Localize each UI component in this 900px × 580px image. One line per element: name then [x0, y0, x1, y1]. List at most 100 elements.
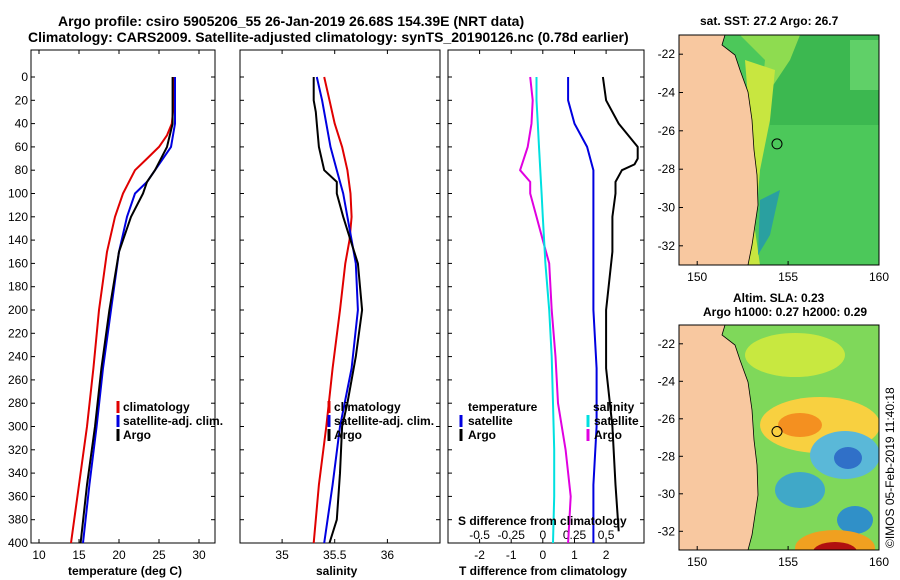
x-tick-label: -2 [474, 548, 485, 562]
depth-tick-label: 20 [15, 93, 29, 107]
series-line-argo-s [519, 76, 572, 544]
sst-cool-patch [758, 190, 780, 255]
sst-argo-marker [771, 138, 783, 150]
depth-tick-label: 60 [15, 140, 29, 154]
depth-tick-label: 160 [8, 256, 28, 270]
difference-x2label: S difference from climatology [458, 514, 627, 528]
sst-map-ticks: 150 155 160 -22 -24 -26 -28 -30 -32 [658, 47, 890, 284]
depth-tick-label: 240 [8, 350, 28, 364]
sla-argo-marker [771, 426, 783, 437]
legend-label-s-satellite: satellite [594, 414, 639, 428]
legend-label-climatology: climatology [334, 400, 401, 414]
depth-tick-label: 340 [8, 466, 28, 480]
legend-head-salinity: salinity [593, 400, 635, 414]
sla-blue-core [834, 447, 862, 469]
map-y-tick-label: -24 [658, 374, 676, 388]
x2-tick-label: 0.25 [563, 528, 587, 542]
sla-map-subtitle: Argo h1000: 0.27 h2000: 0.29 [703, 305, 867, 319]
sla-blue-south [775, 472, 825, 508]
series-layer [70, 76, 639, 544]
map-y-tick-label: -32 [658, 239, 676, 253]
legend-head-temperature: temperature [468, 400, 538, 414]
x-tick-label: 0 [539, 548, 546, 562]
x2-tick-label: -0.5 [469, 528, 490, 542]
x-tick-label: 35 [275, 548, 289, 562]
map-y-tick-label: -26 [658, 412, 676, 426]
depth-tick-label: 280 [8, 396, 28, 410]
map-y-tick-label: -30 [658, 201, 676, 215]
legend-label-satellite: satellite-adj. clim. [334, 414, 434, 428]
salinity-panel-frame [239, 49, 441, 544]
depth-tick-label: 320 [8, 443, 28, 457]
x-tick-label: 30 [192, 548, 206, 562]
depth-tick-label: 380 [8, 513, 28, 527]
series-line-satellite-adj-clim- [315, 76, 359, 544]
map-x-tick-label: 155 [778, 270, 798, 284]
map-y-tick-label: -28 [658, 162, 676, 176]
map-x-tick-label: 160 [869, 270, 889, 284]
x-tick-label: 36 [381, 548, 395, 562]
x-tick-label: 1 [571, 548, 578, 562]
header-line1: Argo profile: csiro 5905206_55 26-Jan-20… [58, 13, 524, 29]
legend-label-satellite: satellite-adj. clim. [123, 414, 223, 428]
map-y-tick-label: -32 [658, 524, 676, 538]
depth-tick-label: 180 [8, 280, 28, 294]
map-x-tick-label: 155 [778, 555, 798, 569]
legend-label-t-satellite: satellite [468, 414, 513, 428]
x2-tick-label: 0 [539, 528, 546, 542]
depth-tick-label: 140 [8, 233, 28, 247]
map-y-tick-label: -26 [658, 124, 676, 138]
depth-tick-label: 40 [15, 117, 29, 131]
map-y-tick-label: -22 [658, 47, 676, 61]
x-tick-label: 35.5 [323, 548, 347, 562]
series-line-satellite-t [567, 77, 598, 543]
series-line-argo [312, 77, 364, 544]
series-line-satellite-s [535, 77, 556, 544]
legend-label-argo: Argo [334, 428, 362, 442]
map-x-tick-label: 150 [687, 555, 707, 569]
x-axes-ticks: 10 15 20 25 30 35 35.5 36 -2 -1 0 1 2 -0.5 -0.25 0 0.25 0… [32, 50, 615, 562]
depth-tick-label: 100 [8, 187, 28, 201]
salinity-xlabel: salinity [316, 564, 358, 578]
series-line-satellite-adj-clim- [82, 77, 176, 544]
legend-label-t-argo: Argo [468, 428, 496, 442]
x-tick-label: 25 [152, 548, 166, 562]
series-line-climatology [70, 77, 176, 544]
depth-tick-label: 360 [8, 489, 28, 503]
sla-land [679, 325, 759, 550]
header-line2: Climatology: CARS2009. Satellite-adjuste… [28, 29, 629, 45]
difference-panel-frame [447, 49, 645, 544]
x-tick-label: 10 [32, 548, 46, 562]
sla-map-ticks: 150 155 160 -22 -24 -26 -28 -30 -32 [658, 337, 890, 569]
imos-watermark: ©IMOS 05-Feb-2019 11:40:18 [883, 387, 897, 548]
sst-map-frame [678, 34, 880, 266]
x-tick-label: 15 [72, 548, 86, 562]
legend-label-climatology: climatology [123, 400, 190, 414]
salinity-legend: climatology satellite-adj. clim. Argo [327, 400, 434, 442]
sla-red-south [813, 542, 857, 550]
temperature-xlabel: temperature (deg C) [68, 564, 182, 578]
sst-map-title: sat. SST: 27.2 Argo: 26.7 [700, 14, 839, 28]
depth-tick-label: 200 [8, 303, 28, 317]
depth-axis: 0 20 40 60 80 100 120 140 160 180 200 220 240 260 280 3… [8, 70, 644, 550]
temperature-legend: climatology satellite-adj. clim. Argo [116, 400, 223, 442]
series-line-argo [79, 77, 174, 544]
depth-tick-label: 0 [21, 70, 28, 84]
x-tick-label: 2 [603, 548, 610, 562]
depth-tick-label: 120 [8, 210, 28, 224]
legend-label-s-argo: Argo [594, 428, 622, 442]
map-y-tick-label: -22 [658, 337, 676, 351]
x2-tick-label: 0.5 [598, 528, 615, 542]
temperature-panel-frame [30, 49, 216, 544]
sla-orange-south [795, 530, 875, 550]
sla-map-frame [678, 324, 880, 551]
sst-land [679, 35, 759, 265]
depth-tick-label: 400 [8, 536, 28, 550]
series-line-climatology [312, 76, 353, 544]
x-tick-label: -1 [506, 548, 517, 562]
difference-legend: temperature satellite Argo salinity sate… [459, 400, 639, 442]
sla-map [679, 325, 879, 550]
sla-blue-se [837, 506, 873, 534]
sst-map [679, 35, 879, 265]
